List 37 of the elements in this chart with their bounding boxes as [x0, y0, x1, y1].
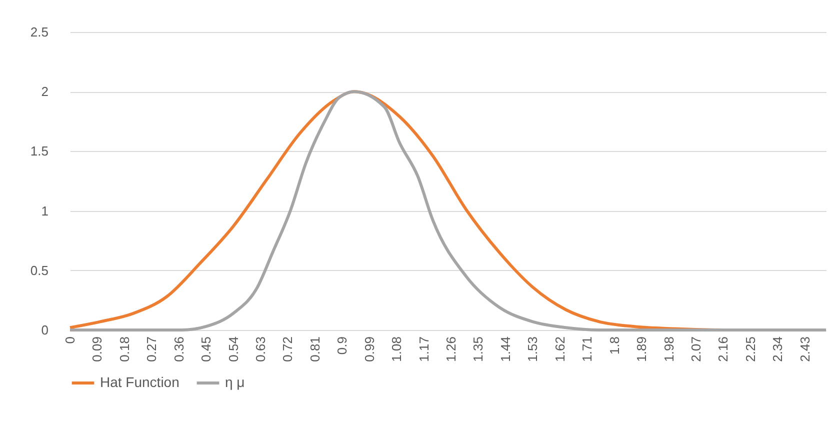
x-tick-label: 1.35	[470, 336, 486, 362]
y-tick-label: 2	[41, 84, 48, 100]
x-tick-label: 2.07	[688, 336, 704, 362]
x-tick-label: 0.18	[116, 336, 132, 362]
x-tick-label: 0	[62, 336, 78, 344]
x-tick-label: 2.34	[770, 336, 786, 362]
x-tick-label: 1.17	[416, 336, 432, 362]
x-tick-label: 1.98	[661, 336, 676, 362]
x-tick-label: 1.71	[580, 336, 595, 362]
x-tick-label: 0.36	[171, 336, 186, 362]
line-series	[68, 90, 828, 332]
x-tick-label: 0.09	[90, 336, 105, 362]
x-tick-label: 0.9	[334, 336, 350, 355]
x-tick-label: 1.89	[634, 336, 650, 362]
x-tick-label: 0.27	[144, 336, 160, 362]
legend-label: η μ	[225, 374, 245, 390]
y-tick-label: 1	[41, 203, 48, 218]
x-tick-label: 1.08	[389, 336, 404, 362]
x-tick-label: 0.63	[253, 336, 268, 362]
y-tick-label: 0.5	[30, 262, 48, 278]
x-tick-label: 2.43	[797, 336, 812, 362]
x-tick-label: 0.54	[226, 336, 241, 362]
x-tick-label: 1.44	[498, 336, 513, 362]
y-tick-label: 1.5	[30, 144, 48, 159]
x-tick-label: 1.53	[525, 336, 540, 362]
x-tick-label: 2.25	[742, 336, 758, 362]
x-tick-label: 0.72	[280, 336, 296, 362]
x-tick-label: 0.45	[198, 336, 214, 362]
x-tick-label: 1.8	[606, 336, 622, 355]
legend-label: Hat Function	[100, 374, 180, 390]
x-tick-label: 0.81	[307, 336, 322, 362]
x-tick-label: 2.16	[716, 336, 731, 362]
x-tick-label: 1.26	[444, 336, 459, 362]
x-tick-label: 0.99	[362, 336, 377, 362]
y-tick-label: 0	[41, 322, 48, 338]
x-tick-label: 1.62	[552, 336, 568, 362]
y-tick-label: 2.5	[30, 24, 48, 40]
